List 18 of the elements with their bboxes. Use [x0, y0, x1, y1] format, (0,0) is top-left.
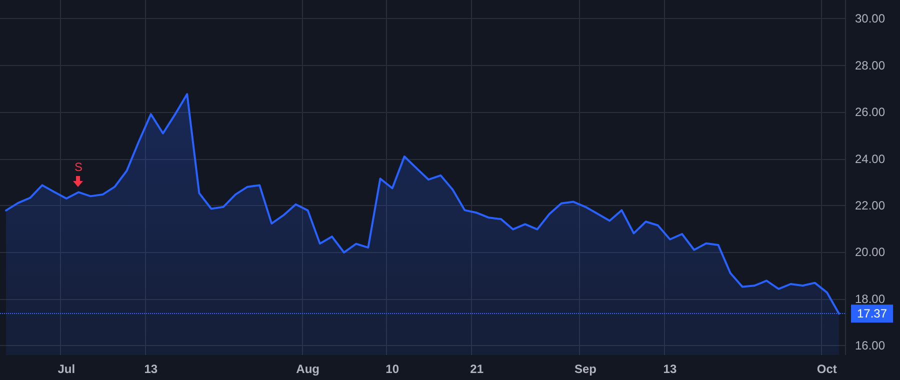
x-tick-label: 13 — [144, 362, 158, 376]
y-tick-label: 16.00 — [855, 338, 886, 353]
y-tick-label: 26.00 — [855, 105, 886, 120]
x-tick-label: Sep — [574, 362, 596, 376]
x-tick-label: Jul — [58, 362, 76, 376]
x-tick-label: Oct — [816, 362, 837, 376]
x-tick-label: 21 — [470, 362, 484, 376]
x-tick-label: 10 — [386, 362, 400, 376]
y-tick-label: 22.00 — [855, 198, 886, 213]
x-tick-label: 13 — [663, 362, 677, 376]
y-tick-label: 30.00 — [855, 12, 886, 26]
y-tick-label: 24.00 — [855, 152, 886, 166]
y-tick-label: 18.00 — [855, 292, 886, 306]
x-tick-label: Aug — [296, 362, 320, 376]
annotation: S — [73, 160, 84, 174]
ref-line-label: 17.37 — [857, 306, 888, 321]
y-tick-label: 20.00 — [855, 245, 886, 260]
y-tick-label: 28.00 — [855, 58, 886, 72]
